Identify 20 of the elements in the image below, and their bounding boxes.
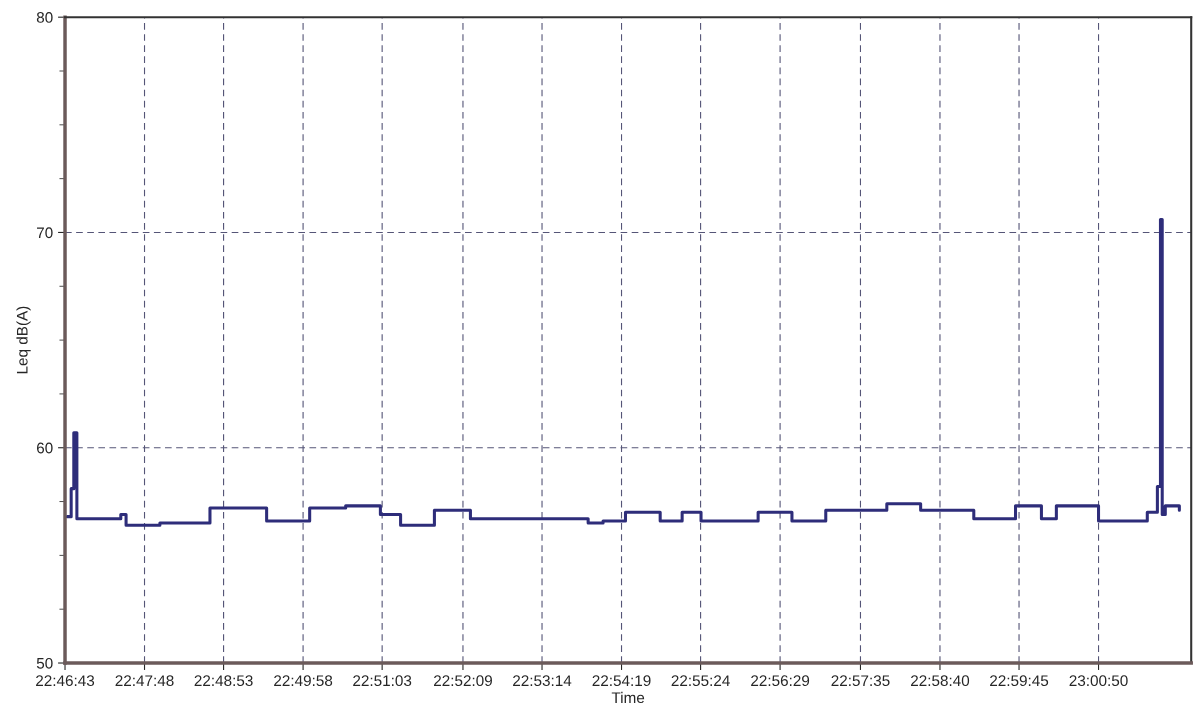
x-tick-label: 22:47:48	[115, 675, 174, 687]
x-tick-label: 22:56:29	[751, 675, 810, 687]
x-tick-label: 22:59:45	[990, 675, 1049, 687]
x-tick-label: 22:54:19	[592, 675, 651, 687]
x-tick-label: 22:55:24	[671, 675, 730, 687]
y-tick-label: 70	[37, 227, 53, 239]
x-tick-label: 22:53:14	[513, 675, 572, 687]
x-tick-label: 22:52:09	[434, 675, 492, 687]
y-axis-title: Leq dB(A)	[16, 306, 31, 374]
x-tick-label: 22:46:43	[36, 675, 95, 687]
x-axis-title: Time	[611, 691, 645, 704]
y-tick-label: 80	[36, 12, 53, 23]
x-tick-label: 22:57:35	[831, 675, 890, 687]
x-tick-label: 22:58:40	[911, 675, 970, 687]
x-tick-label: 22:51:03	[353, 675, 412, 687]
x-tick-label: 22:49:58	[274, 675, 333, 687]
x-tick-label: 23:00:50	[1069, 675, 1128, 687]
y-tick-label: 60	[37, 442, 53, 454]
x-tick-label: 22:48:53	[194, 675, 253, 687]
y-tick-label: 50	[36, 657, 53, 669]
